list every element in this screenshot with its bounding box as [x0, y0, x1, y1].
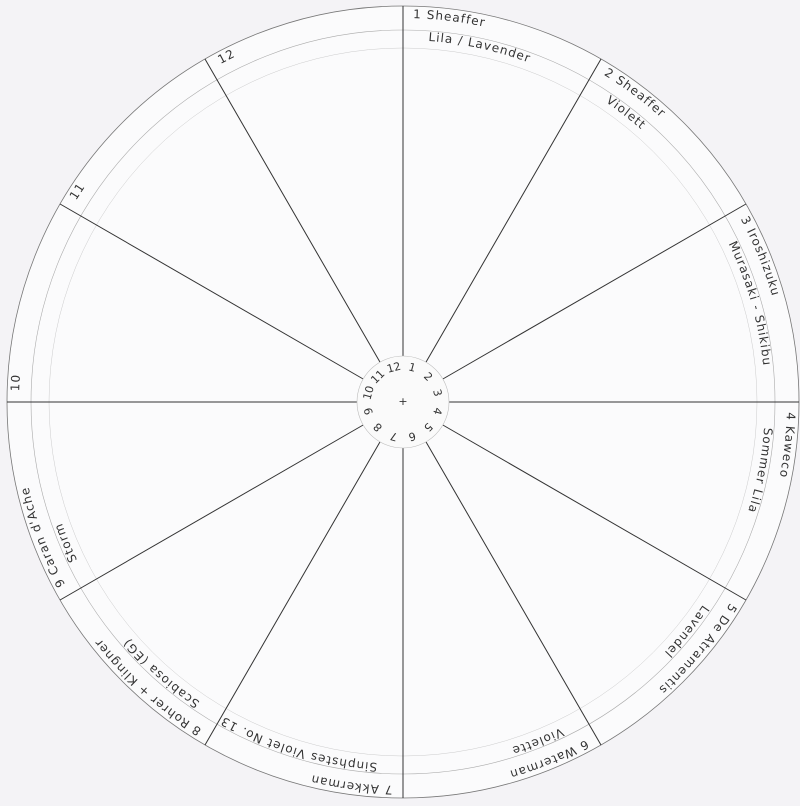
hub-number-9: 9	[362, 406, 376, 416]
sector-divider	[425, 441, 602, 746]
hub-number-4: 4	[430, 406, 444, 416]
sector-divider	[442, 203, 747, 380]
hub-number-1: 1	[407, 361, 417, 375]
sector-divider	[425, 58, 602, 363]
sector-label-10-line1: 10	[8, 373, 23, 391]
hub-number-12: 12	[385, 360, 402, 376]
hub-number-7: 7	[389, 429, 399, 443]
sector-divider	[59, 203, 364, 380]
sector-divider	[59, 424, 364, 601]
sector-divider	[204, 58, 381, 363]
hub-circle	[356, 355, 450, 449]
hub-number-3: 3	[430, 388, 444, 398]
sector-divider	[204, 441, 381, 746]
sector-dividers	[7, 6, 799, 798]
hub-number-6: 6	[407, 429, 417, 443]
center-mark-icon: +	[398, 395, 407, 408]
sector-divider	[442, 424, 747, 601]
hub-number-10: 10	[361, 384, 377, 401]
